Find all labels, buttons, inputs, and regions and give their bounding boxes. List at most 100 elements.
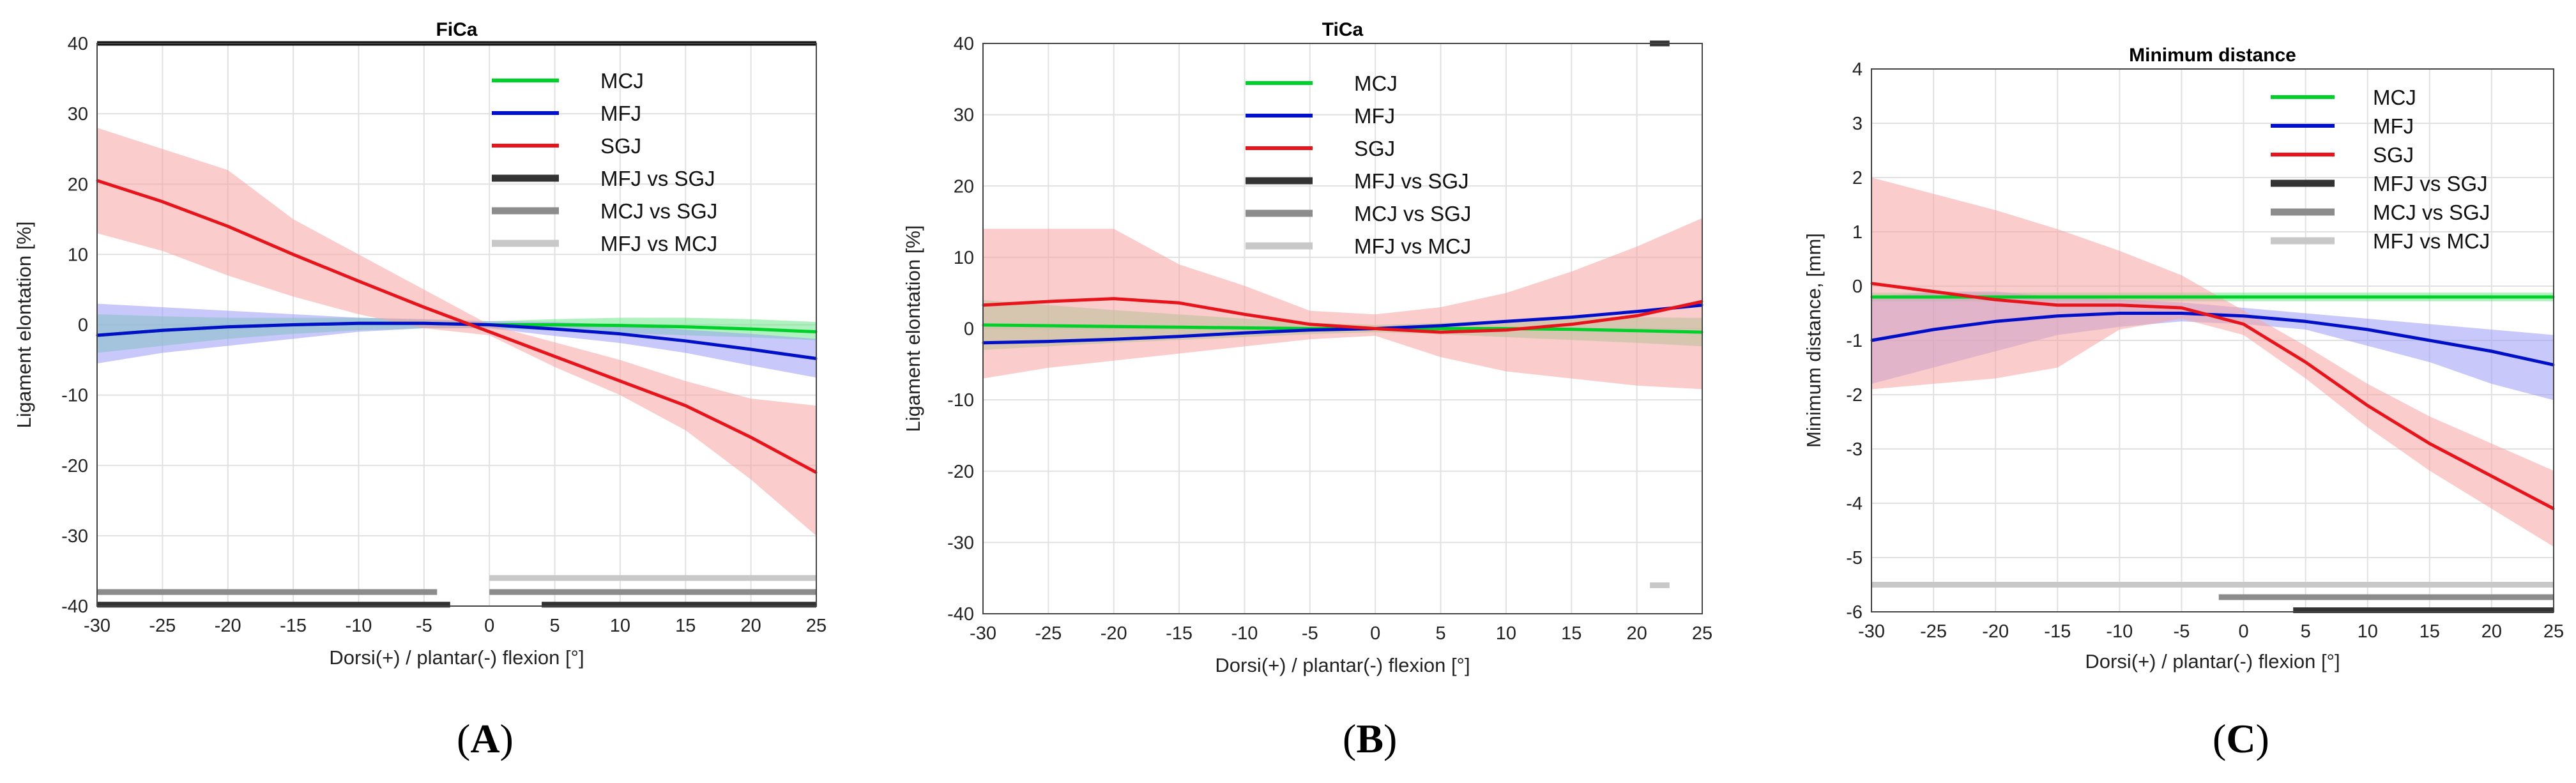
y-tick-label: 20 <box>954 176 974 197</box>
data-point-mfj <box>292 324 294 326</box>
data-point-mcj <box>2366 296 2369 298</box>
x-axis-label: Dorsi(+) / plantar(-) flexion [°] <box>2085 650 2340 673</box>
x-tick-label: -30 <box>970 623 996 644</box>
x-tick-label: -15 <box>2044 621 2071 642</box>
x-tick-label: 10 <box>1496 623 1516 644</box>
data-point-mfj <box>2118 312 2121 314</box>
chart-title: Minimum distance <box>2129 45 2296 66</box>
x-tick-label: 0 <box>2238 621 2248 642</box>
x-tick-label: 25 <box>2543 621 2564 642</box>
y-tick-label: 30 <box>954 105 974 126</box>
data-point-sgj <box>2305 361 2307 363</box>
data-point-mfj <box>1243 331 1246 334</box>
panel-tag: (A) <box>457 716 514 761</box>
data-point-mfj <box>1178 335 1180 338</box>
data-point-mcj <box>1570 328 1573 331</box>
data-point-sgj <box>1178 301 1180 304</box>
y-tick-label: -20 <box>947 462 974 482</box>
data-point-mcj <box>1243 326 1246 329</box>
legend-label: MCJ <box>600 69 644 93</box>
x-tick-label: 15 <box>2420 621 2440 642</box>
y-tick-label: 20 <box>68 174 88 195</box>
data-point-mfj <box>684 340 687 342</box>
data-point-mcj <box>2490 296 2493 298</box>
data-point-sgj <box>1994 298 1997 301</box>
data-point-sgj <box>2056 304 2059 307</box>
data-point-mcj <box>1440 328 1442 330</box>
data-point-mfj <box>619 333 621 335</box>
y-tick-label: -4 <box>1846 494 1863 514</box>
data-point-mfj <box>161 329 164 331</box>
data-point-mcj <box>1178 326 1180 328</box>
data-point-mcj <box>2180 296 2183 298</box>
x-tick-label: 10 <box>2358 621 2378 642</box>
data-point-mfj <box>2366 328 2369 331</box>
y-tick-label: -10 <box>947 390 974 411</box>
data-point-mfj <box>423 322 425 324</box>
data-point-mcj <box>750 328 752 330</box>
x-tick-label: 25 <box>806 616 827 636</box>
x-tick-label: 5 <box>1435 623 1445 644</box>
data-point-mcj <box>1994 296 1997 298</box>
x-tick-label: 20 <box>2481 621 2502 642</box>
data-point-sgj <box>684 404 687 407</box>
data-point-sgj <box>1505 329 1507 331</box>
y-tick-label: -40 <box>947 604 974 625</box>
panel-tag: (B) <box>1343 716 1397 761</box>
series-line-sgj <box>96 179 818 475</box>
legend-label: MFJ vs SGJ <box>2373 172 2488 195</box>
data-point-mfj <box>1505 320 1507 323</box>
legend: MCJ MFJ SGJ MFJ vs SGJ MCJ vs SGJ MFJ vs MCJ <box>492 69 717 255</box>
y-tick-label: 4 <box>1852 59 1863 80</box>
data-point-sgj <box>2243 323 2245 325</box>
x-tick-label: -10 <box>1231 623 1258 644</box>
x-tick-label: 0 <box>1370 623 1380 644</box>
y-tick-label: -40 <box>61 597 88 617</box>
data-point-sgj <box>1374 328 1376 330</box>
data-point-mfj <box>2490 350 2493 353</box>
data-point-mfj <box>1570 316 1573 319</box>
data-point-mcj <box>1047 324 1049 327</box>
legend-label: MFJ <box>600 102 641 125</box>
legend-label: MFJ <box>2373 114 2414 138</box>
series-line-mfj <box>96 321 817 360</box>
x-axis-label: Dorsi(+) / plantar(-) flexion [°] <box>329 646 584 669</box>
legend-label: MFJ vs MCJ <box>1354 234 1471 258</box>
x-tick-label: -30 <box>84 616 111 636</box>
data-point-mcj <box>2243 296 2245 298</box>
series-line-sgj <box>1871 282 2555 510</box>
panel-tag: (C) <box>2213 716 2269 761</box>
data-point-mcj <box>2118 296 2121 298</box>
data-point-mfj <box>2056 315 2059 317</box>
y-tick-label: -3 <box>1846 439 1863 460</box>
band-sgj <box>97 128 816 536</box>
legend-label: MFJ vs SGJ <box>600 167 715 190</box>
data-point-mcj <box>2305 296 2307 298</box>
x-tick-label: -25 <box>1035 623 1062 644</box>
y-tick-label: -2 <box>1846 385 1863 406</box>
y-tick-label: 3 <box>1852 114 1863 134</box>
data-point-mcj <box>1932 296 1935 298</box>
x-tick-label: 20 <box>741 616 761 636</box>
data-point-mfj <box>1994 320 1997 323</box>
legend-label: SGJ <box>1354 137 1395 160</box>
data-point-sgj <box>1570 323 1573 326</box>
x-tick-label: -25 <box>149 616 176 636</box>
x-tick-label: 5 <box>549 616 560 636</box>
data-point-sgj <box>1440 331 1442 333</box>
data-point-mfj <box>1047 340 1049 343</box>
data-point-mfj <box>554 328 556 330</box>
x-tick-label: -30 <box>1858 621 1885 642</box>
legend-label: MCJ vs SGJ <box>1354 202 1471 225</box>
y-axis-label: Ligament elontation [%] <box>13 222 35 429</box>
x-tick-label: 15 <box>675 616 696 636</box>
data-point-sgj <box>1243 313 1246 315</box>
data-point-sgj <box>1932 291 1935 293</box>
chart-panel-1: -30 -25 -20 -15 -10 -5 0 5 10 15 20 25-40-30-20-100… <box>13 19 827 761</box>
y-tick-label: -5 <box>1846 548 1863 568</box>
legend-label: MCJ <box>1354 72 1398 95</box>
y-tick-label: 0 <box>964 319 974 340</box>
y-axis-label: Minimum distance, [mm] <box>1802 233 1825 448</box>
y-tick-label: -10 <box>61 386 88 406</box>
legend-label: MCJ vs SGJ <box>600 199 717 223</box>
